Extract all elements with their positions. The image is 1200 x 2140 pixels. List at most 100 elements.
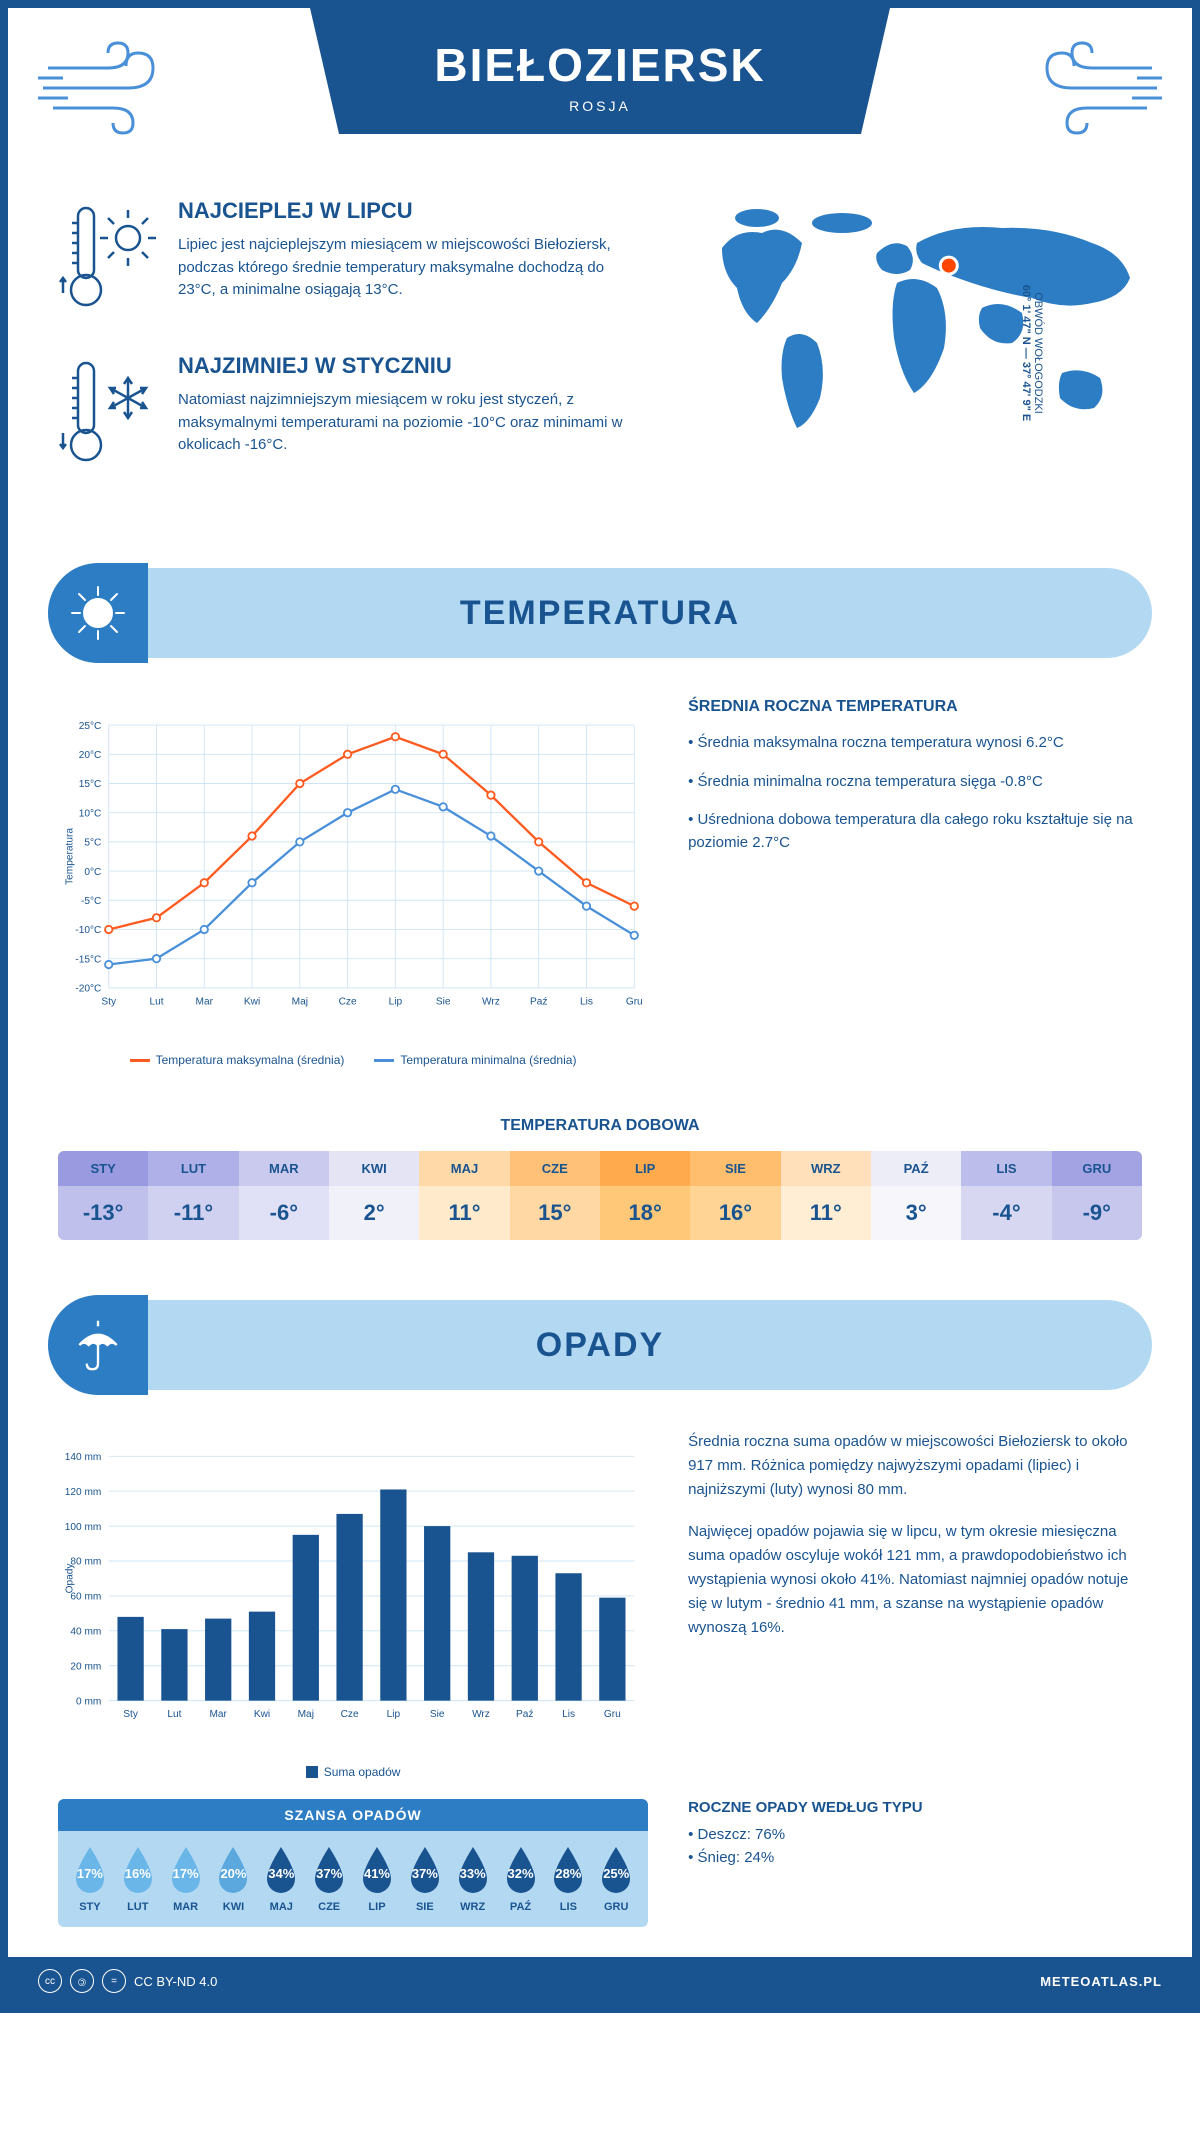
raindrop-icon: 37%	[405, 1845, 445, 1895]
raindrop-icon: 33%	[453, 1845, 493, 1895]
daily-temp-cell: MAR -6°	[239, 1151, 329, 1240]
svg-text:Opady: Opady	[65, 1563, 76, 1594]
temperature-content: -20°C-15°C-10°C-5°C0°C5°C10°C15°C20°C25°…	[8, 678, 1192, 1087]
temperature-legend: Temperatura maksymalna (średnia) Tempera…	[58, 1053, 648, 1067]
warmest-heading: NAJCIEPLEJ W LIPCU	[178, 198, 642, 224]
coldest-heading: NAJZIMNIEJ W STYCZNIU	[178, 353, 642, 379]
raindrop-icon: 32%	[501, 1845, 541, 1895]
svg-text:10°C: 10°C	[79, 808, 102, 819]
precip-description: Średnia roczna suma opadów w miejscowośc…	[688, 1430, 1142, 1779]
svg-text:Maj: Maj	[298, 1709, 314, 1720]
raindrop-icon: 28%	[548, 1845, 588, 1895]
chance-cell: 28% LIS	[544, 1845, 592, 1913]
svg-text:Sty: Sty	[123, 1709, 139, 1720]
svg-text:Maj: Maj	[292, 996, 308, 1007]
thermometer-snow-icon	[58, 353, 158, 478]
svg-text:Lip: Lip	[387, 1709, 401, 1720]
daily-temp-cell: LUT -11°	[148, 1151, 238, 1240]
raindrop-icon: 37%	[309, 1845, 349, 1895]
summary-bullet: • Uśredniona dobowa temperatura dla całe…	[688, 809, 1142, 854]
map-column: OBWÓD WOŁOGODZKI 60° 1' 47" N — 37° 47' …	[682, 198, 1142, 508]
svg-text:0 mm: 0 mm	[76, 1696, 101, 1707]
svg-text:140 mm: 140 mm	[65, 1452, 102, 1463]
daily-temp-title: TEMPERATURA DOBOWA	[8, 1117, 1192, 1135]
country-subtitle: ROSJA	[370, 98, 830, 114]
svg-text:-5°C: -5°C	[81, 896, 101, 907]
svg-text:Gru: Gru	[604, 1709, 621, 1720]
svg-text:25°C: 25°C	[79, 721, 102, 732]
raindrop-icon: 41%	[357, 1845, 397, 1895]
chance-cell: 25% GRU	[592, 1845, 640, 1913]
raindrop-icon: 34%	[261, 1845, 301, 1895]
svg-text:Mar: Mar	[209, 1709, 227, 1720]
header-banner: BIEŁOZIERSK ROSJA	[310, 8, 890, 134]
coldest-block: NAJZIMNIEJ W STYCZNIU Natomiast najzimni…	[58, 353, 642, 478]
warmest-block: NAJCIEPLEJ W LIPCU Lipiec jest najcieple…	[58, 198, 642, 323]
daily-temp-cell: PAŹ 3°	[871, 1151, 961, 1240]
header: BIEŁOZIERSK ROSJA	[8, 8, 1192, 178]
temperature-title: TEMPERATURA	[48, 594, 1152, 633]
svg-text:Sty: Sty	[101, 996, 117, 1007]
temperature-line-chart: -20°C-15°C-10°C-5°C0°C5°C10°C15°C20°C25°…	[58, 698, 648, 1067]
svg-text:Sie: Sie	[436, 996, 451, 1007]
raindrop-icon: 17%	[166, 1845, 206, 1895]
by-icon: 🄯	[70, 1969, 94, 1993]
svg-text:120 mm: 120 mm	[65, 1487, 102, 1498]
svg-text:Paź: Paź	[530, 996, 547, 1007]
raindrop-icon: 25%	[596, 1845, 636, 1895]
summary-bullet: • Średnia minimalna roczna temperatura s…	[688, 771, 1142, 794]
sun-icon	[48, 563, 148, 663]
svg-text:-15°C: -15°C	[75, 954, 101, 965]
temperature-summary: ŚREDNIA ROCZNA TEMPERATURA • Średnia mak…	[688, 698, 1142, 1067]
svg-text:0°C: 0°C	[84, 867, 101, 878]
precip-bottom-row: SZANSA OPADÓW 17% STY 16% LUT 17% MAR 20…	[8, 1799, 1192, 1957]
chance-title: SZANSA OPADÓW	[58, 1799, 648, 1831]
svg-text:-20°C: -20°C	[75, 984, 101, 995]
svg-text:Lis: Lis	[562, 1709, 575, 1720]
chance-cell: 33% WRZ	[449, 1845, 497, 1913]
svg-text:Sie: Sie	[430, 1709, 445, 1720]
precip-type-line: • Śnieg: 24%	[688, 1849, 1142, 1866]
svg-text:Kwi: Kwi	[254, 1709, 270, 1720]
svg-text:15°C: 15°C	[79, 779, 102, 790]
svg-text:Cze: Cze	[339, 996, 357, 1007]
svg-text:40 mm: 40 mm	[70, 1627, 101, 1638]
nd-icon: =	[102, 1969, 126, 1993]
daily-temp-cell: LIS -4°	[961, 1151, 1051, 1240]
svg-text:20 mm: 20 mm	[70, 1661, 101, 1672]
precip-title: OPADY	[48, 1326, 1152, 1365]
intro-section: NAJCIEPLEJ W LIPCU Lipiec jest najcieple…	[8, 178, 1192, 548]
precip-content: 0 mm20 mm40 mm60 mm80 mm100 mm120 mm140 …	[8, 1410, 1192, 1799]
svg-text:Cze: Cze	[341, 1709, 359, 1720]
precip-type-line: • Deszcz: 76%	[688, 1826, 1142, 1843]
chance-cell: 20% KWI	[210, 1845, 258, 1913]
svg-text:Temperatura: Temperatura	[65, 828, 76, 885]
svg-text:Wrz: Wrz	[482, 996, 500, 1007]
chance-cell: 37% CZE	[305, 1845, 353, 1913]
precip-type-title: ROCZNE OPADY WEDŁUG TYPU	[688, 1799, 1142, 1816]
wind-icon	[1022, 38, 1162, 138]
summary-title: ŚREDNIA ROCZNA TEMPERATURA	[688, 698, 1142, 716]
daily-temp-cell: LIP 18°	[600, 1151, 690, 1240]
precip-type-box: ROCZNE OPADY WEDŁUG TYPU • Deszcz: 76% • …	[688, 1799, 1142, 1927]
license-block: cc 🄯 = CC BY-ND 4.0	[38, 1969, 217, 1993]
svg-text:5°C: 5°C	[84, 838, 101, 849]
precip-legend: Suma opadów	[58, 1765, 648, 1779]
coldest-text: Natomiast najzimniejszym miesiącem w rok…	[178, 389, 642, 457]
precip-chance-box: SZANSA OPADÓW 17% STY 16% LUT 17% MAR 20…	[58, 1799, 648, 1927]
footer: cc 🄯 = CC BY-ND 4.0 METEOATLAS.PL	[8, 1957, 1192, 2005]
daily-temp-cell: KWI 2°	[329, 1151, 419, 1240]
daily-temp-cell: WRZ 11°	[781, 1151, 871, 1240]
infographic-container: BIEŁOZIERSK ROSJA	[0, 0, 1200, 2013]
chance-cell: 41% LIP	[353, 1845, 401, 1913]
svg-text:Wrz: Wrz	[472, 1709, 490, 1720]
warmest-text: Lipiec jest najcieplejszym miesiącem w m…	[178, 234, 642, 302]
svg-text:Kwi: Kwi	[244, 996, 260, 1007]
svg-text:Paź: Paź	[516, 1709, 533, 1720]
cc-icon: cc	[38, 1969, 62, 1993]
daily-temp-cell: SIE 16°	[690, 1151, 780, 1240]
chance-cell: 17% STY	[66, 1845, 114, 1913]
daily-temp-cell: MAJ 11°	[419, 1151, 509, 1240]
svg-text:-10°C: -10°C	[75, 925, 101, 936]
svg-text:Lut: Lut	[149, 996, 163, 1007]
